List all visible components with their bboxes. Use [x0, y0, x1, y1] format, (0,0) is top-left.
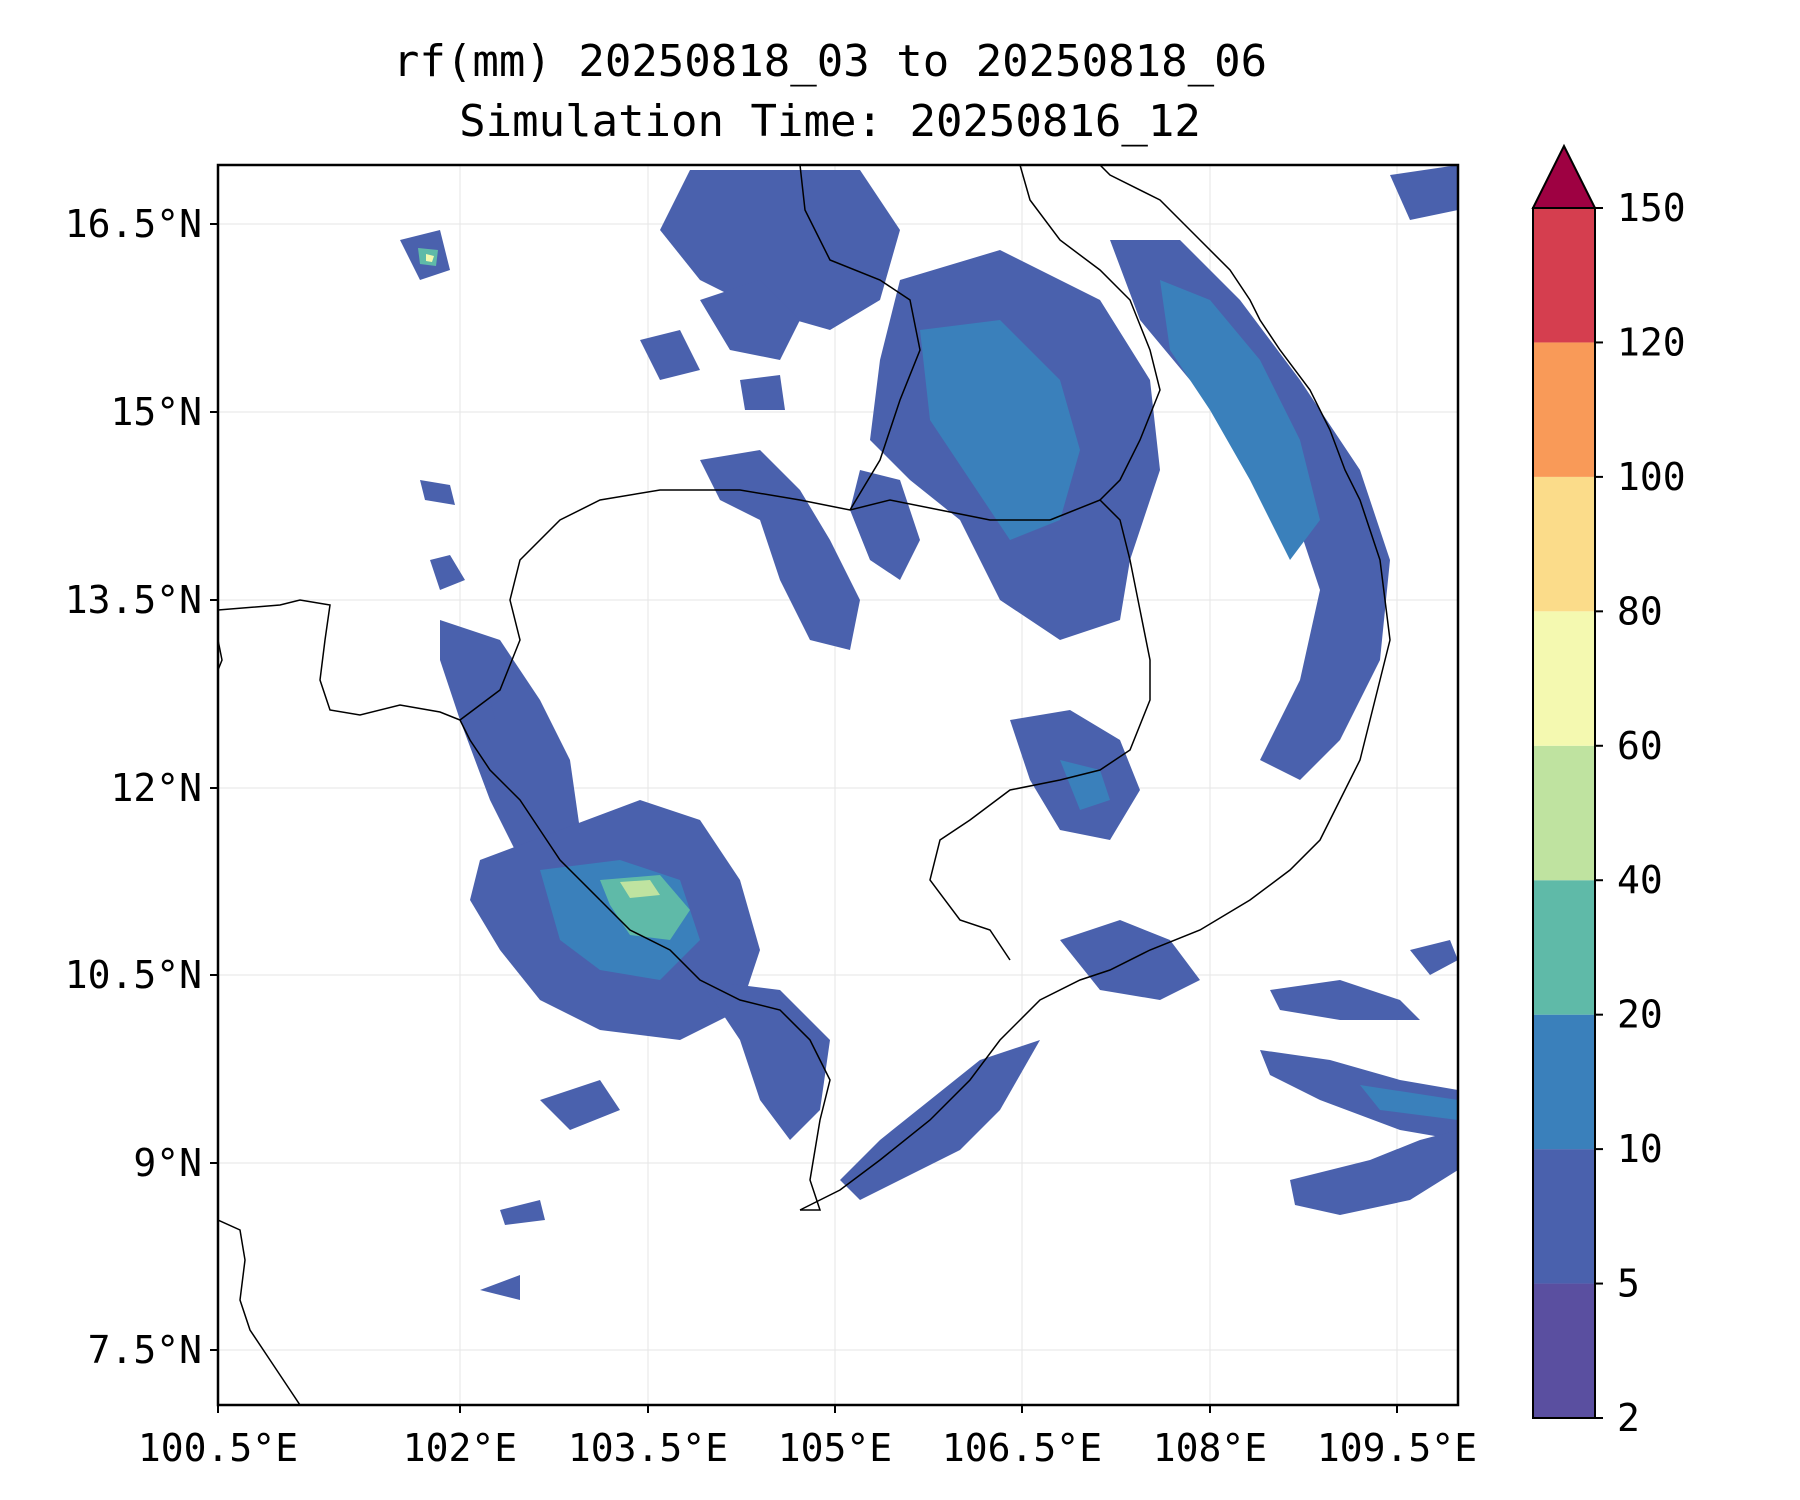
lon-tick-label: 109.5°E	[1317, 1426, 1477, 1470]
rain-area-cambodia-north	[700, 450, 860, 650]
colorbar-bin	[1533, 745, 1595, 881]
rain-area-vn-coast-north	[1390, 165, 1458, 220]
coastline-cambodia-south	[599, 899, 831, 1211]
colorbar-bin	[1533, 476, 1595, 612]
border-cambodia-vietnam	[929, 499, 1151, 961]
rainfall-field	[400, 165, 1458, 1300]
colorbar-bin	[1533, 1149, 1595, 1284]
border-thailand-cambodia	[459, 489, 1050, 721]
colorbar-bin	[1533, 1283, 1595, 1418]
chart-subtitle: Simulation Time: 20250816_12	[459, 96, 1201, 147]
rain-area-sea-east-1	[1270, 980, 1420, 1020]
lon-tick-label: 103.5°E	[568, 1426, 728, 1470]
border-laos-thailand	[799, 165, 921, 511]
colorbar-bin	[1533, 611, 1595, 746]
colorbar-label: 80	[1617, 589, 1663, 633]
lon-tick-label: 108°E	[1153, 1426, 1267, 1470]
rain-area-mekong-delta-coast	[840, 1040, 1040, 1200]
colorbar-extend-max	[1531, 143, 1597, 209]
rain-area-sea-east-4	[1410, 940, 1458, 975]
colorbar-label: 60	[1617, 724, 1663, 768]
colorbar-bin	[1533, 208, 1595, 343]
map-frame	[216, 163, 1460, 1407]
lon-tick-label: 102°E	[403, 1426, 517, 1470]
lat-axis: 16.5°N 15°N 13.5°N 12°N 10.5°N 9°N 7.5°N	[65, 202, 218, 1372]
rain-area-sea-east-3	[1290, 1130, 1458, 1215]
rain-area-laos-west	[700, 280, 800, 360]
rain-area-thailand-small-peak	[426, 254, 434, 262]
coastline-vietnam-south	[799, 165, 1391, 1211]
lon-tick-label: 105°E	[778, 1426, 892, 1470]
rain-area-thailand-west-coast	[440, 620, 580, 870]
coastline-gulf-west-top	[218, 639, 223, 671]
colorbar-label: 20	[1617, 993, 1663, 1037]
rain-area-cambodia-north-2	[850, 470, 920, 580]
rain-area-laos-scatter	[640, 330, 785, 410]
rain-area-sea-east-2-core	[1360, 1085, 1458, 1120]
lat-tick-label: 10.5°N	[65, 953, 202, 997]
colorbar-label: 10	[1617, 1127, 1663, 1171]
lat-tick-label: 16.5°N	[65, 202, 202, 246]
rain-area-gulf-scatter	[480, 1080, 620, 1300]
coastlines-borders	[218, 165, 1391, 1405]
rain-area-laos-north	[660, 170, 900, 330]
rain-area-gulf-peak	[600, 875, 690, 940]
coastline-thailand-gulf	[218, 599, 601, 901]
coastline-malay-peninsula	[218, 1219, 301, 1405]
rain-area-cambodia-south	[700, 980, 830, 1140]
lon-axis: 100.5°E 102°E 103.5°E 105°E 106.5°E 108°E 109.…	[138, 1405, 1477, 1470]
rain-area-annamite-east	[1110, 240, 1390, 780]
lon-tick-label: 106.5°E	[942, 1426, 1102, 1470]
rain-area-annamite-east-core	[1160, 280, 1320, 560]
colorbar-label: 100	[1617, 455, 1686, 499]
lat-tick-label: 12°N	[110, 766, 202, 810]
lat-tick-label: 15°N	[110, 390, 202, 434]
colorbar-bin	[1533, 1014, 1595, 1150]
colorbar-label: 2	[1617, 1396, 1640, 1440]
colorbar-label: 120	[1617, 320, 1686, 364]
lon-tick-label: 100.5°E	[138, 1426, 298, 1470]
colorbar-bin	[1533, 342, 1595, 477]
colorbar-frame	[1532, 207, 1596, 1419]
lat-tick-label: 9°N	[133, 1141, 202, 1185]
colorbar-label: 5	[1617, 1262, 1640, 1306]
lat-tick-label: 13.5°N	[65, 578, 202, 622]
chart-title: rf(mm) 20250818_03 to 20250818_06	[392, 36, 1268, 87]
border-laos-vietnam	[1019, 165, 1161, 501]
colorbar: 2 5 10 20 40 60 80 100 120 150	[1531, 143, 1686, 1440]
rain-area-sea-east-2	[1260, 1050, 1458, 1140]
rain-area-cambodia-east-core	[1060, 760, 1110, 810]
colorbar-bin	[1533, 880, 1595, 1015]
rain-area-central-highlands-core	[920, 320, 1080, 540]
lat-tick-label: 7.5°N	[88, 1328, 202, 1372]
colorbar-label: 150	[1617, 186, 1686, 230]
colorbar-label: 40	[1617, 858, 1663, 902]
rain-area-gulf-peak-2	[620, 880, 660, 898]
